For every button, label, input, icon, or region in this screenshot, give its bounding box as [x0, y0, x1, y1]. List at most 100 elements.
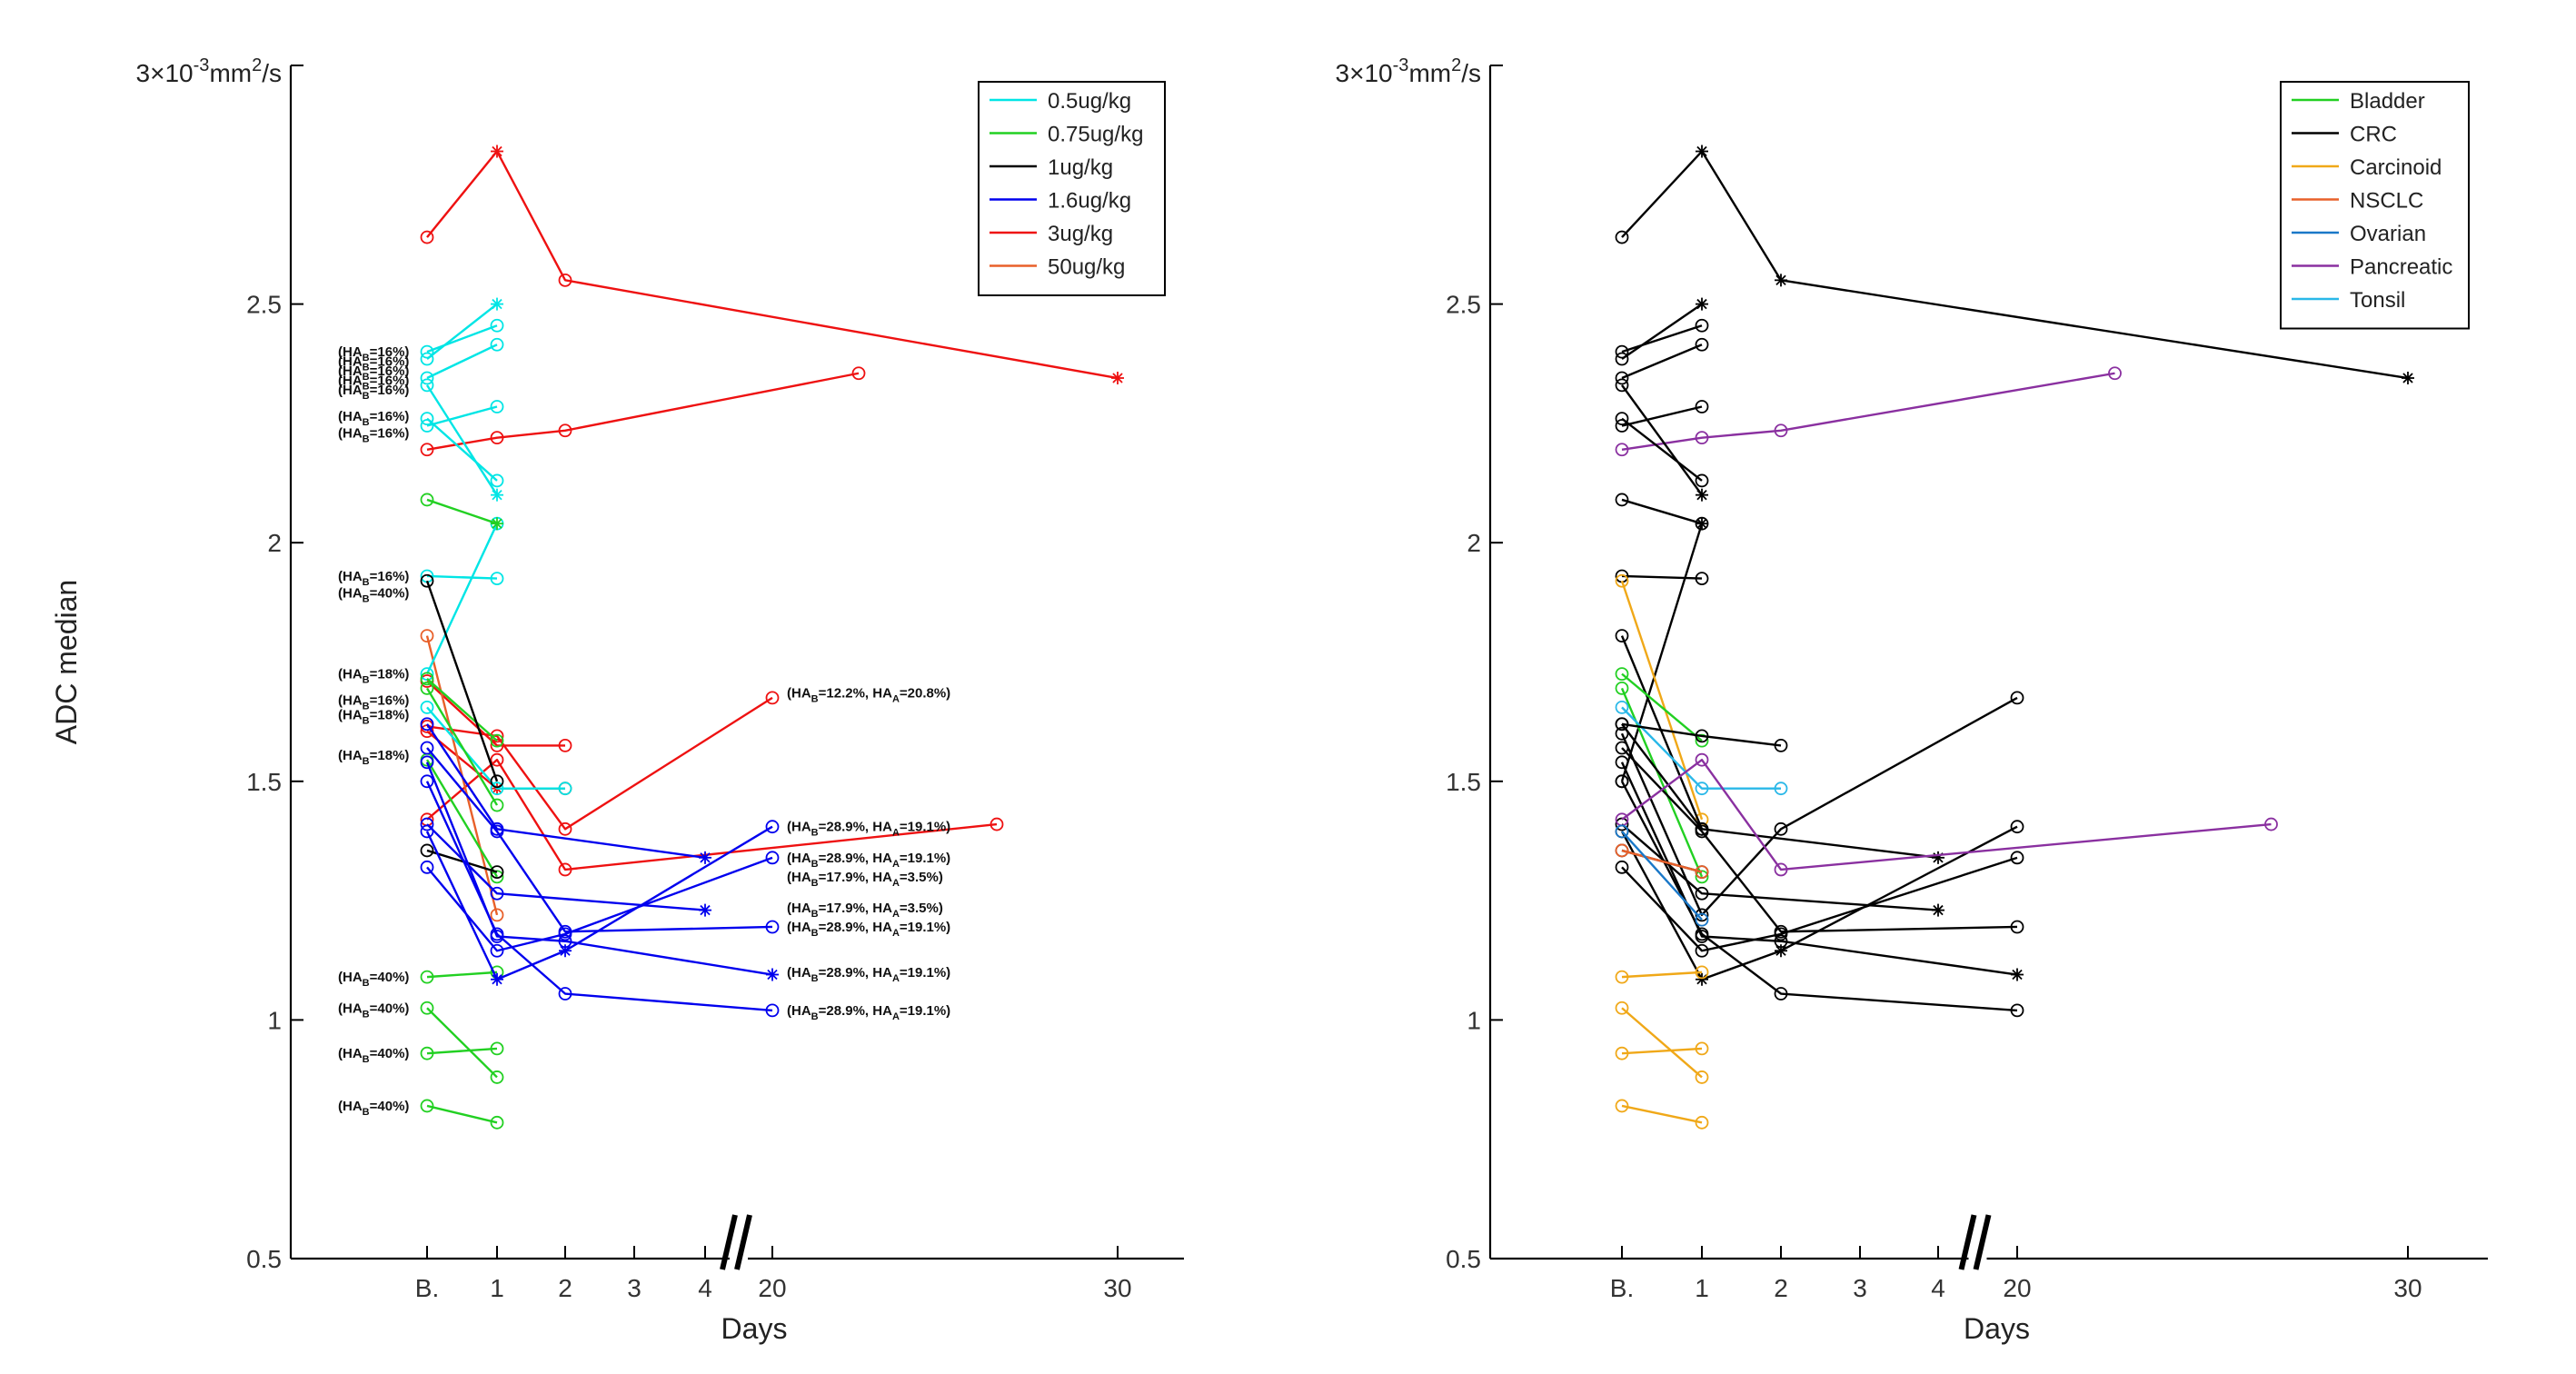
data-point-circle	[490, 774, 504, 789]
annotation-label: (HAB​=16%)	[338, 569, 409, 588]
data-point-circle	[2010, 851, 2024, 865]
data-point-circle	[1695, 318, 1709, 333]
data-point-circle	[1615, 230, 1629, 244]
x-tick-label: 2	[558, 1274, 572, 1302]
left-chart-dose: 0.5 1 1.5 2 2.5 3×10-3mm2/s ADC median B. 1 2 3 4 20…	[50, 55, 1184, 1345]
data-point-circle	[420, 970, 434, 984]
series-line	[426, 324, 498, 353]
series-line	[425, 687, 499, 806]
star-stroke	[1775, 945, 1786, 956]
data-point-circle	[490, 400, 504, 413]
series-line	[1620, 696, 2018, 917]
annotation-label: (HAB​=28.9%, HAA​=19.1%)	[787, 851, 950, 870]
series-line	[1621, 849, 1703, 873]
x-tick-label: 1	[1695, 1274, 1709, 1302]
series-line	[1620, 523, 1704, 782]
data-point-circle	[1615, 717, 1629, 732]
data-point-circle	[490, 337, 504, 352]
data-point-circle	[1615, 700, 1629, 714]
axis-break-slash	[720, 1214, 738, 1270]
data-point-circle	[420, 419, 434, 433]
data-point-star	[1696, 144, 1708, 158]
series-line	[425, 762, 773, 976]
x-tick-label: B.	[415, 1274, 439, 1302]
star-stroke	[2402, 373, 2413, 383]
data-point-circle	[1615, 970, 1629, 984]
data-point-circle	[490, 473, 504, 488]
data-point-circle	[1695, 886, 1709, 901]
series-line	[425, 580, 499, 782]
annotation-label: (HAB​=40%)	[338, 1046, 409, 1065]
axis-break-slash	[1973, 1214, 1992, 1270]
annotation-label: (HAB​=16%)	[338, 373, 409, 393]
legend-label: Carcinoid	[2350, 155, 2442, 180]
star-stroke	[492, 518, 502, 529]
x-tick-label: 2	[1774, 1274, 1788, 1302]
data-point-circle	[1695, 1041, 1709, 1056]
data-point-circle	[420, 378, 434, 393]
series-line	[1621, 574, 1703, 580]
y-top-unit-label: 3×10-3mm2/s	[1336, 55, 1481, 87]
data-point-circle	[490, 865, 504, 879]
data-point-star	[699, 903, 711, 917]
x-tick-label: 1	[490, 1274, 504, 1302]
data-point-star	[1932, 851, 1944, 864]
data-point-circle	[1615, 1001, 1629, 1015]
data-point-circle	[1695, 927, 1709, 941]
x-tick-label: B.	[1610, 1274, 1634, 1302]
series-line	[426, 417, 498, 482]
data-point-circle	[1615, 824, 1629, 839]
star-stroke	[1933, 904, 1944, 916]
annotation-label: (HAB​=28.9%, HAA​=19.1%)	[787, 965, 950, 984]
y-tick-label: 2.5	[1446, 291, 1481, 319]
data-point-circle	[490, 431, 504, 445]
axis-break-slash	[734, 1214, 752, 1270]
annotation-label: (HAB​=18%)	[338, 667, 409, 686]
data-point-circle	[558, 821, 572, 836]
series-line	[425, 781, 773, 1012]
legend-label: Tonsil	[2350, 288, 2405, 313]
legend-label: 50ug/kg	[1048, 255, 1125, 280]
y-tick-label: 1.5	[246, 768, 282, 796]
data-point-circle	[490, 821, 504, 836]
data-point-circle	[420, 629, 434, 643]
series-line	[1621, 150, 2409, 380]
data-point-circle	[1774, 423, 1788, 438]
y-tick-label: 1	[1467, 1006, 1481, 1034]
series-line	[1621, 1047, 1703, 1055]
data-point-circle	[420, 843, 434, 858]
data-point-circle	[1615, 371, 1629, 385]
legend-label: Bladder	[2350, 89, 2425, 114]
y-tick-label: 2	[1467, 529, 1481, 557]
legend-label: 1.6ug/kg	[1048, 189, 1131, 214]
data-point-circle	[420, 1046, 434, 1060]
series-line	[1621, 384, 1703, 496]
data-point-circle	[1774, 987, 1788, 1001]
data-point-circle	[1615, 860, 1629, 874]
annotation-label: (HAB​=16%)	[338, 409, 409, 428]
data-point-circle	[2010, 691, 2024, 705]
series-line	[426, 706, 565, 790]
star-stroke	[1696, 145, 1707, 157]
data-point-circle	[1615, 352, 1629, 366]
data-point-circle	[1695, 400, 1709, 413]
legend-label: Pancreatic	[2350, 255, 2452, 280]
annotation-label: (HAB​=16%)	[338, 363, 409, 383]
data-point-circle	[420, 755, 434, 770]
annotation-label: (HAB​=28.9%, HAA​=19.1%)	[787, 920, 950, 939]
data-point-circle	[420, 774, 434, 789]
data-point-circle	[1695, 821, 1709, 836]
data-point-circle	[1615, 573, 1629, 588]
star-stroke	[492, 974, 502, 985]
data-point-circle	[1774, 927, 1788, 941]
series-line	[1621, 856, 2018, 952]
series-line	[426, 372, 860, 451]
data-point-star	[766, 968, 779, 981]
y-tick-label: 1.5	[1446, 768, 1481, 796]
data-point-circle	[490, 908, 504, 922]
legend-label: 3ug/kg	[1048, 222, 1113, 246]
data-point-circle	[490, 733, 504, 748]
data-point-circle	[420, 681, 434, 695]
data-point-circle	[1695, 1070, 1709, 1084]
x-tick-label: 3	[1853, 1274, 1867, 1302]
